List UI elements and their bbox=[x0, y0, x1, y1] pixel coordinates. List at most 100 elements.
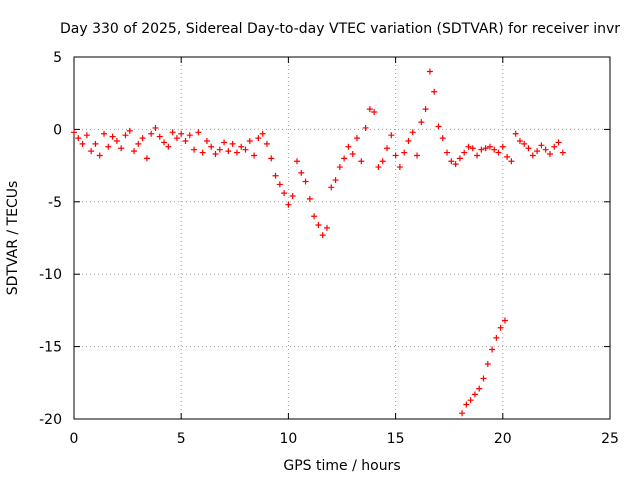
data-point bbox=[366, 106, 373, 113]
data-point bbox=[88, 148, 95, 155]
data-point bbox=[448, 158, 455, 165]
data-point bbox=[169, 129, 176, 136]
data-point bbox=[461, 149, 468, 156]
data-point bbox=[486, 143, 493, 150]
data-points bbox=[71, 68, 566, 417]
data-point bbox=[251, 152, 258, 159]
data-point bbox=[259, 130, 266, 137]
data-point bbox=[426, 68, 433, 75]
data-point bbox=[396, 164, 403, 171]
data-point bbox=[285, 201, 292, 208]
data-point bbox=[384, 145, 391, 152]
data-point bbox=[559, 149, 566, 156]
data-point bbox=[272, 172, 279, 179]
data-point bbox=[501, 317, 508, 324]
data-point bbox=[96, 152, 103, 159]
data-point bbox=[281, 190, 288, 197]
data-point bbox=[131, 148, 138, 155]
grid-lines bbox=[74, 57, 610, 419]
data-point bbox=[467, 397, 474, 404]
data-point bbox=[113, 137, 120, 144]
data-point bbox=[516, 137, 523, 144]
data-point bbox=[233, 149, 240, 156]
data-point bbox=[409, 129, 416, 136]
data-point bbox=[315, 221, 322, 228]
data-point bbox=[126, 127, 133, 134]
data-point bbox=[418, 119, 425, 126]
data-point bbox=[118, 145, 125, 152]
axis-ticks: 0 5 10 15 20 25 5 0 -5 -10 -15 -20 bbox=[39, 50, 619, 447]
data-point bbox=[551, 143, 558, 150]
data-point bbox=[546, 151, 553, 158]
data-point bbox=[109, 133, 116, 140]
y-tick-label: -5 bbox=[48, 195, 62, 211]
data-point bbox=[328, 184, 335, 191]
data-point bbox=[289, 193, 296, 200]
y-tick-label: 5 bbox=[53, 50, 62, 66]
series-sdtvar bbox=[71, 68, 566, 239]
data-point bbox=[238, 143, 245, 150]
data-point bbox=[478, 146, 485, 153]
x-axis-label: GPS time / hours bbox=[283, 458, 400, 474]
data-point bbox=[161, 139, 168, 146]
data-point bbox=[83, 132, 90, 139]
data-point bbox=[139, 135, 146, 142]
data-point bbox=[476, 385, 483, 392]
data-point bbox=[306, 195, 313, 202]
data-point bbox=[182, 137, 189, 144]
data-point bbox=[276, 181, 283, 188]
data-point bbox=[444, 149, 451, 156]
data-point bbox=[332, 177, 339, 184]
data-point bbox=[203, 137, 210, 144]
data-point bbox=[105, 143, 112, 150]
x-tick-label: 0 bbox=[70, 431, 79, 447]
data-point bbox=[542, 146, 549, 153]
data-point bbox=[165, 143, 172, 150]
data-point bbox=[482, 145, 489, 152]
data-point bbox=[452, 161, 459, 168]
data-point bbox=[538, 142, 545, 149]
data-point bbox=[456, 155, 463, 162]
data-point bbox=[525, 145, 532, 152]
data-point bbox=[101, 130, 108, 137]
data-point bbox=[379, 158, 386, 165]
data-point bbox=[152, 124, 159, 131]
data-point bbox=[435, 123, 442, 130]
data-point bbox=[504, 153, 511, 160]
data-point bbox=[508, 158, 515, 165]
data-point bbox=[534, 148, 541, 155]
data-point bbox=[246, 137, 253, 144]
data-point bbox=[439, 135, 446, 142]
data-point bbox=[242, 146, 249, 153]
data-point bbox=[263, 140, 270, 147]
data-point bbox=[221, 139, 228, 146]
data-point bbox=[156, 133, 163, 140]
x-tick-label: 25 bbox=[601, 431, 619, 447]
data-point bbox=[122, 132, 129, 139]
data-point bbox=[414, 152, 421, 159]
data-point bbox=[199, 149, 206, 156]
data-point bbox=[92, 140, 99, 147]
data-point bbox=[135, 140, 142, 147]
data-point bbox=[173, 135, 180, 142]
data-point bbox=[79, 140, 86, 147]
data-point bbox=[298, 169, 305, 176]
x-tick-label: 20 bbox=[494, 431, 512, 447]
data-point bbox=[495, 149, 502, 156]
data-point bbox=[362, 124, 369, 131]
data-point bbox=[388, 132, 395, 139]
data-point bbox=[489, 346, 496, 353]
data-point bbox=[75, 135, 82, 142]
y-tick-label: -10 bbox=[39, 267, 62, 283]
data-point bbox=[323, 224, 330, 231]
y-tick-label: -20 bbox=[39, 412, 62, 428]
data-point bbox=[465, 143, 472, 150]
data-point bbox=[499, 143, 506, 150]
x-tick-label: 10 bbox=[279, 431, 297, 447]
data-point bbox=[469, 145, 476, 152]
data-point bbox=[186, 132, 193, 139]
data-point bbox=[349, 151, 356, 158]
data-point bbox=[71, 129, 77, 136]
data-point bbox=[371, 109, 378, 116]
